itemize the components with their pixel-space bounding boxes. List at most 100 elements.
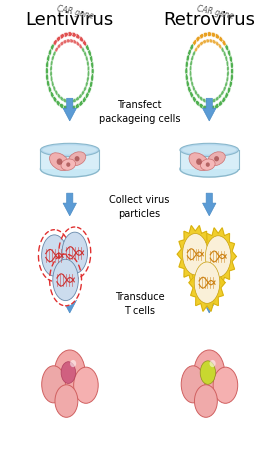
- Ellipse shape: [202, 40, 206, 44]
- Ellipse shape: [211, 32, 216, 37]
- Ellipse shape: [67, 32, 72, 37]
- Ellipse shape: [188, 86, 191, 93]
- Ellipse shape: [57, 93, 61, 99]
- Ellipse shape: [214, 156, 219, 161]
- FancyArrow shape: [203, 193, 216, 216]
- Ellipse shape: [75, 34, 80, 39]
- Ellipse shape: [53, 86, 56, 92]
- Ellipse shape: [211, 105, 216, 110]
- Ellipse shape: [82, 39, 86, 46]
- Ellipse shape: [229, 80, 232, 88]
- Ellipse shape: [189, 153, 209, 171]
- Ellipse shape: [194, 385, 217, 417]
- FancyArrow shape: [63, 193, 76, 216]
- Ellipse shape: [206, 39, 210, 43]
- Ellipse shape: [67, 106, 72, 111]
- Polygon shape: [40, 150, 99, 169]
- Ellipse shape: [188, 49, 191, 56]
- Ellipse shape: [85, 55, 88, 62]
- Text: Transduce
T cells: Transduce T cells: [115, 292, 164, 316]
- Ellipse shape: [61, 362, 76, 383]
- Ellipse shape: [48, 86, 52, 93]
- Ellipse shape: [227, 65, 229, 72]
- Ellipse shape: [43, 145, 97, 154]
- Ellipse shape: [74, 156, 80, 161]
- Text: CAR gene: CAR gene: [196, 5, 234, 21]
- Ellipse shape: [50, 92, 54, 98]
- Ellipse shape: [76, 41, 80, 46]
- Ellipse shape: [49, 153, 69, 171]
- Ellipse shape: [191, 81, 194, 87]
- Ellipse shape: [71, 105, 76, 110]
- Ellipse shape: [91, 73, 94, 82]
- Ellipse shape: [56, 101, 61, 106]
- Ellipse shape: [90, 80, 93, 88]
- Ellipse shape: [193, 39, 197, 46]
- Ellipse shape: [209, 39, 213, 43]
- Text: Retrovirus: Retrovirus: [163, 11, 255, 29]
- FancyArrow shape: [203, 98, 216, 121]
- Ellipse shape: [81, 47, 85, 53]
- Ellipse shape: [222, 96, 226, 103]
- Text: CAR gene: CAR gene: [56, 5, 95, 21]
- Ellipse shape: [206, 162, 210, 167]
- Ellipse shape: [185, 61, 188, 69]
- Ellipse shape: [180, 161, 239, 177]
- Ellipse shape: [201, 159, 215, 170]
- Ellipse shape: [181, 366, 205, 403]
- Ellipse shape: [215, 103, 220, 109]
- Ellipse shape: [63, 105, 68, 110]
- Ellipse shape: [182, 145, 236, 154]
- Polygon shape: [200, 228, 236, 285]
- Ellipse shape: [85, 44, 89, 51]
- Ellipse shape: [196, 159, 202, 165]
- Ellipse shape: [53, 39, 57, 46]
- Ellipse shape: [51, 55, 54, 61]
- Ellipse shape: [225, 44, 229, 51]
- Ellipse shape: [212, 40, 216, 44]
- Ellipse shape: [203, 32, 208, 37]
- Ellipse shape: [69, 100, 73, 103]
- Ellipse shape: [207, 32, 212, 37]
- Ellipse shape: [193, 96, 197, 103]
- Circle shape: [182, 233, 208, 275]
- Ellipse shape: [87, 60, 89, 67]
- Circle shape: [38, 229, 71, 282]
- FancyArrow shape: [203, 290, 216, 313]
- FancyArrow shape: [63, 98, 76, 121]
- Ellipse shape: [70, 360, 76, 367]
- Ellipse shape: [212, 99, 216, 102]
- Ellipse shape: [85, 81, 88, 87]
- Ellipse shape: [185, 67, 188, 75]
- Ellipse shape: [190, 92, 194, 98]
- Ellipse shape: [186, 80, 189, 88]
- Ellipse shape: [222, 39, 226, 46]
- Ellipse shape: [40, 143, 99, 157]
- Ellipse shape: [46, 73, 49, 82]
- Ellipse shape: [199, 96, 203, 101]
- Ellipse shape: [91, 61, 94, 69]
- Ellipse shape: [83, 86, 87, 92]
- Ellipse shape: [91, 67, 94, 75]
- Ellipse shape: [194, 47, 198, 52]
- Ellipse shape: [191, 55, 194, 61]
- Ellipse shape: [210, 360, 216, 367]
- Ellipse shape: [76, 96, 80, 101]
- Ellipse shape: [193, 86, 195, 92]
- Ellipse shape: [206, 100, 210, 103]
- Ellipse shape: [218, 44, 222, 49]
- Ellipse shape: [231, 67, 234, 75]
- Ellipse shape: [51, 81, 54, 87]
- Ellipse shape: [54, 350, 85, 395]
- Ellipse shape: [68, 152, 86, 166]
- Ellipse shape: [221, 47, 224, 53]
- Ellipse shape: [199, 103, 204, 109]
- Ellipse shape: [48, 49, 52, 56]
- Ellipse shape: [223, 86, 226, 92]
- Ellipse shape: [59, 103, 64, 109]
- Circle shape: [42, 235, 67, 276]
- Ellipse shape: [79, 94, 82, 98]
- Ellipse shape: [55, 90, 58, 96]
- Polygon shape: [177, 226, 213, 283]
- Ellipse shape: [90, 55, 93, 63]
